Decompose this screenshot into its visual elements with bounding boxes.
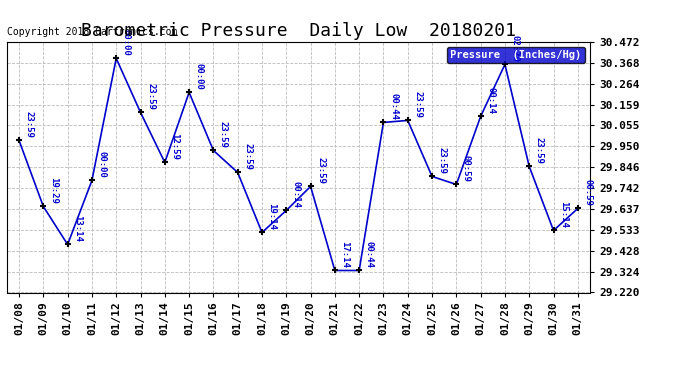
Text: 00:59: 00:59: [462, 155, 471, 182]
Text: 00:14: 00:14: [292, 181, 301, 208]
Text: 23:59: 23:59: [25, 111, 34, 138]
Text: 17:14: 17:14: [340, 241, 349, 268]
Text: 00:59: 00:59: [583, 179, 592, 206]
Text: 23:59: 23:59: [146, 83, 155, 110]
Text: 23:59: 23:59: [535, 137, 544, 164]
Legend: Pressure  (Inches/Hg): Pressure (Inches/Hg): [447, 47, 584, 63]
Text: 15:14: 15:14: [559, 201, 568, 228]
Text: 00:44: 00:44: [389, 93, 398, 120]
Text: 23:59: 23:59: [244, 143, 253, 170]
Text: 00:00: 00:00: [195, 63, 204, 90]
Text: 12:59: 12:59: [170, 133, 179, 160]
Text: 02:29: 02:29: [511, 35, 520, 62]
Text: 13:14: 13:14: [73, 215, 82, 242]
Title: Barometric Pressure  Daily Low  20180201: Barometric Pressure Daily Low 20180201: [81, 22, 516, 40]
Text: 19:29: 19:29: [49, 177, 58, 204]
Text: 23:59: 23:59: [413, 91, 422, 118]
Text: 00:00: 00:00: [97, 151, 106, 178]
Text: 00:44: 00:44: [365, 241, 374, 268]
Text: 23:59: 23:59: [437, 147, 446, 174]
Text: 00:00: 00:00: [121, 29, 131, 56]
Text: 19:14: 19:14: [268, 203, 277, 230]
Text: 23:59: 23:59: [316, 157, 325, 184]
Text: 23:59: 23:59: [219, 121, 228, 148]
Text: Copyright 2018 Cartronics.com: Copyright 2018 Cartronics.com: [7, 27, 177, 37]
Text: 00:14: 00:14: [486, 87, 495, 114]
